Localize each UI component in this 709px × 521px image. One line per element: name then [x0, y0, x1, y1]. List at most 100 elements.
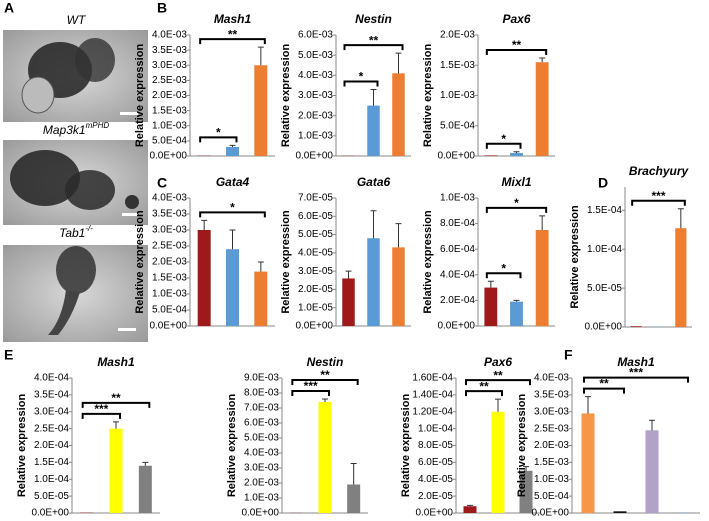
significance-bracket	[465, 390, 503, 397]
significance-bracket	[199, 38, 266, 45]
bar	[138, 465, 152, 513]
bar	[484, 155, 498, 156]
tissue	[48, 290, 80, 335]
bar	[510, 152, 523, 156]
y-tick-label: 3.0E-03	[152, 60, 187, 71]
y-axis-label: Relative expression	[422, 210, 434, 314]
error-bar	[585, 396, 591, 414]
error-bar	[350, 463, 357, 485]
scale-bar	[122, 213, 138, 216]
y-axis-label: Relative expression	[134, 44, 146, 148]
y-tick-label: 6.0E-05	[418, 457, 453, 468]
bar	[254, 271, 268, 326]
bar	[675, 228, 687, 327]
significance-bracket	[343, 80, 379, 87]
y-axis-label: Relative expression	[422, 44, 434, 148]
y-tick-label: 0.0E+00	[149, 151, 187, 162]
y-tick-label: 2.5E-04	[34, 423, 69, 434]
tissue	[21, 76, 55, 114]
error-bar	[201, 219, 208, 230]
y-tick-label: 3.5E-03	[152, 209, 187, 220]
y-tick-label: 1.5E-03	[534, 457, 569, 468]
bar	[491, 411, 505, 513]
significance-label: **	[369, 33, 379, 47]
significance-label: **	[512, 38, 522, 52]
significance-bracket	[485, 272, 522, 279]
error-bar	[677, 208, 684, 229]
significance-bracket	[485, 142, 522, 149]
significance-bracket	[485, 206, 548, 213]
y-tick-label: 2.0E-03	[152, 90, 187, 101]
chart-title: Gata6	[357, 175, 391, 189]
significance-label: **	[479, 379, 489, 393]
significance-label: **	[493, 368, 503, 382]
y-axis-label: Relative expression	[226, 394, 238, 498]
y-tick-label: 1.0E-04	[587, 244, 622, 255]
error-bar	[649, 419, 655, 431]
error-bar	[370, 210, 377, 239]
y-axis-label: Relative expression	[516, 394, 528, 498]
panel-label: E	[4, 347, 13, 363]
significance-label: *	[514, 196, 519, 210]
y-tick-label: 4.0E-04	[34, 373, 69, 384]
y-tick-label: 1.0E-03	[298, 130, 333, 141]
y-tick-label: 3.5E-03	[152, 45, 187, 56]
bar	[392, 247, 405, 326]
tissue	[10, 150, 80, 206]
scale-bar	[120, 112, 138, 115]
significance-label: ***	[629, 366, 643, 380]
significance-bracket	[583, 376, 689, 383]
y-tick-label: 6.0E-03	[298, 30, 333, 41]
y-tick-label: 7.0E-03	[244, 403, 279, 414]
y-tick-label: 6.0E-04	[440, 244, 475, 255]
significance-label: *	[501, 261, 506, 275]
y-tick-label: 2.0E-03	[440, 30, 475, 41]
y-tick-label: 1.60E-04	[412, 373, 453, 384]
bar	[613, 511, 627, 513]
bar	[367, 105, 380, 156]
y-tick-label: 8.0E-05	[418, 440, 453, 451]
error-bar	[513, 299, 520, 302]
y-tick-label: 1.5E-03	[152, 273, 187, 284]
y-tick-label: 5.0E-04	[440, 120, 475, 131]
significance-label: ***	[304, 379, 318, 393]
y-tick-label: 3.5E-04	[34, 390, 69, 401]
y-tick-label: 2.0E-03	[244, 478, 279, 489]
scale-bar	[118, 328, 136, 331]
y-tick-label: 1.0E-03	[534, 474, 569, 485]
y-tick-label: 0.0E+00	[31, 508, 69, 519]
bar	[519, 470, 533, 513]
y-tick-label: 4.0E-03	[244, 448, 279, 459]
significance-bracket	[81, 412, 121, 419]
panel-a-images	[3, 30, 148, 342]
y-tick-label: 2.0E-04	[34, 440, 69, 451]
significance-label: ***	[651, 189, 665, 203]
bar	[109, 428, 123, 513]
significance-bracket	[291, 379, 359, 385]
bar	[254, 65, 268, 156]
image-label-sup: -/-	[85, 224, 93, 233]
error-bar	[523, 466, 529, 471]
y-tick-label: 8.0E-04	[440, 218, 475, 229]
y-tick-label: 5.0E-05	[298, 229, 333, 240]
bar	[484, 287, 498, 326]
y-tick-label: 6.0E-03	[244, 418, 279, 429]
y-tick-label: 5.0E-05	[587, 283, 622, 294]
y-axis-label: Relative expression	[134, 210, 146, 314]
y-tick-label: 0.0E+00	[149, 321, 187, 332]
y-tick-label: 2.0E-03	[534, 440, 569, 451]
panel-label: F	[564, 347, 573, 363]
error-bar	[113, 421, 119, 429]
y-tick-label: 1.0E-04	[418, 423, 453, 434]
significance-bracket	[291, 390, 330, 396]
y-tick-label: 2.0E-05	[418, 491, 453, 502]
y-tick-label: 0.0E+00	[584, 322, 622, 333]
y-axis-label: Relative expression	[400, 394, 412, 498]
y-axis-label: Relative expression	[280, 210, 292, 314]
y-tick-label: 5.0E-03	[244, 433, 279, 444]
error-bar	[257, 46, 264, 66]
tissue	[56, 246, 96, 294]
image-label-text: Map3k1	[43, 123, 86, 137]
chart-title: Brachyury	[629, 164, 690, 178]
